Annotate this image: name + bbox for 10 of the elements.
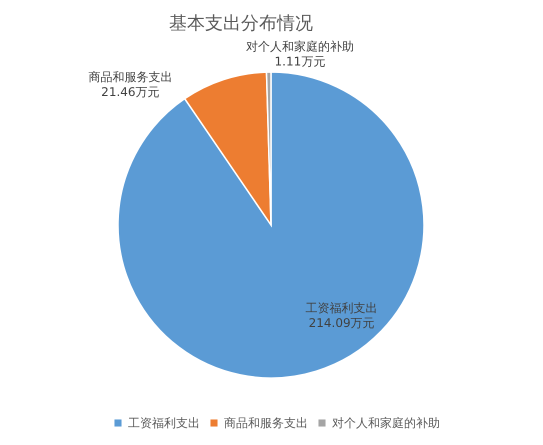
data-label: 214.09万元 [308, 316, 375, 330]
chart-title: 基本支出分布情况 [169, 13, 313, 34]
data-label: 1.11万元 [274, 54, 326, 69]
legend-label: 商品和服务支出 [224, 416, 308, 430]
slice-label: 商品和服务支出 [88, 70, 172, 84]
legend-label: 对个人和家庭的补助 [332, 416, 440, 430]
slice-label: 对个人和家庭的补助 [246, 40, 354, 54]
data-label: 21.46万元 [101, 84, 160, 99]
slice-label: 工资福利支出 [306, 300, 378, 315]
legend-label: 工资福利支出 [128, 416, 200, 430]
